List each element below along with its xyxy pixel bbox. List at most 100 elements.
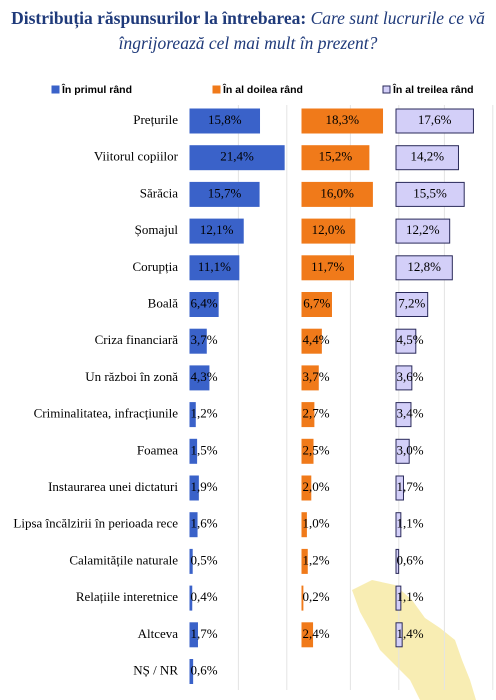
bar	[301, 512, 307, 538]
bar	[189, 622, 198, 648]
category-label: Boală	[148, 295, 179, 310]
value-label: 0,6%	[190, 662, 217, 677]
value-label: 4,5%	[396, 332, 423, 347]
bar	[189, 548, 193, 574]
value-label: 1,7%	[396, 479, 423, 494]
title-block: Distribuția răspunsurilor la întrebarea:…	[8, 6, 488, 56]
bar	[301, 402, 315, 428]
bar	[395, 218, 451, 244]
bar	[301, 622, 314, 648]
value-label: 1,1%	[396, 589, 423, 604]
value-label: 12,0%	[312, 222, 346, 237]
value-label: 6,7%	[303, 295, 330, 310]
value-label: 3,7%	[302, 369, 329, 384]
bar	[395, 365, 413, 391]
value-label: 3,6%	[396, 369, 423, 384]
bar	[395, 622, 403, 648]
value-label: 2,5%	[302, 442, 329, 457]
value-label: 1,6%	[190, 516, 217, 531]
value-label: 21,4%	[220, 149, 254, 164]
bar	[189, 475, 199, 501]
value-label: 18,3%	[325, 112, 359, 127]
bar	[395, 548, 400, 574]
category-label: Relațiile interetnice	[76, 589, 178, 604]
value-label: 7,2%	[398, 295, 425, 310]
value-label: 15,7%	[208, 185, 242, 200]
category-label: Criminalitatea, infracțiunile	[34, 406, 179, 421]
value-label: 3,4%	[396, 406, 423, 421]
value-label: 11,7%	[311, 259, 344, 274]
value-label: 12,2%	[406, 222, 440, 237]
value-label: 1,7%	[190, 626, 217, 641]
bar	[301, 145, 370, 171]
bar	[189, 255, 240, 281]
bar	[189, 365, 210, 391]
category-label: Foamea	[137, 442, 178, 457]
value-label: 6,4%	[191, 295, 218, 310]
value-label: 17,6%	[418, 112, 452, 127]
bar	[395, 585, 402, 611]
value-label: 3,7%	[190, 332, 217, 347]
legend-swatch	[382, 85, 391, 94]
value-label: 1,5%	[190, 442, 217, 457]
value-label: 0,5%	[190, 552, 217, 567]
category-label: Criza financiară	[95, 332, 179, 347]
bar	[395, 181, 465, 207]
bar	[301, 475, 312, 501]
category-label: Prețurile	[133, 112, 178, 127]
category-label: Un război în zonă	[85, 369, 178, 384]
value-label: 11,1%	[198, 259, 231, 274]
map-decoration	[352, 580, 476, 700]
category-label: Instaurarea unei dictaturi	[48, 479, 178, 494]
chart-subtitle: Care sunt lucrurile ce vă îngrijorează c…	[118, 8, 485, 53]
value-label: 3,0%	[396, 442, 423, 457]
bar	[301, 328, 322, 354]
value-label: 1,2%	[302, 552, 329, 567]
bar	[301, 548, 308, 574]
value-label: 16,0%	[320, 185, 354, 200]
bar	[189, 659, 194, 684]
legend-swatch	[212, 85, 221, 94]
bar	[189, 585, 193, 611]
category-label: Lipsa încălzirii în perioada rece	[13, 516, 178, 531]
category-label: Altceva	[138, 626, 179, 641]
bar	[395, 402, 412, 428]
value-label: 14,2%	[410, 149, 444, 164]
category-label: Șomajul	[135, 222, 179, 237]
value-label: 15,2%	[319, 149, 353, 164]
bar	[301, 365, 319, 391]
value-label: 15,5%	[413, 185, 447, 200]
value-label: 0,4%	[190, 589, 217, 604]
bar	[395, 145, 459, 171]
value-label: 1,2%	[190, 406, 217, 421]
bar	[189, 402, 196, 428]
bar	[189, 145, 285, 171]
value-label: 1,4%	[396, 626, 423, 641]
value-label: 4,3%	[190, 369, 217, 384]
value-label: 2,4%	[302, 626, 329, 641]
bar	[189, 328, 207, 354]
bar	[189, 512, 198, 538]
bar	[189, 108, 261, 134]
value-label: 1,0%	[302, 516, 329, 531]
bar	[301, 438, 314, 464]
bar	[301, 255, 354, 281]
value-label: 2,7%	[302, 406, 329, 421]
bar	[301, 108, 384, 134]
value-label: 0,6%	[396, 552, 423, 567]
bar	[189, 218, 244, 244]
value-label: 1,9%	[190, 479, 217, 494]
bar	[395, 292, 429, 317]
category-label: Calamitățile naturale	[69, 552, 178, 567]
bar	[301, 181, 373, 207]
value-label: 12,8%	[407, 259, 441, 274]
bar	[301, 585, 304, 611]
bar	[395, 512, 402, 538]
legend-label: În al treilea rând	[392, 83, 474, 96]
value-label: 12,1%	[200, 222, 234, 237]
bar	[395, 438, 410, 464]
bar	[301, 292, 332, 317]
bar	[395, 328, 417, 354]
